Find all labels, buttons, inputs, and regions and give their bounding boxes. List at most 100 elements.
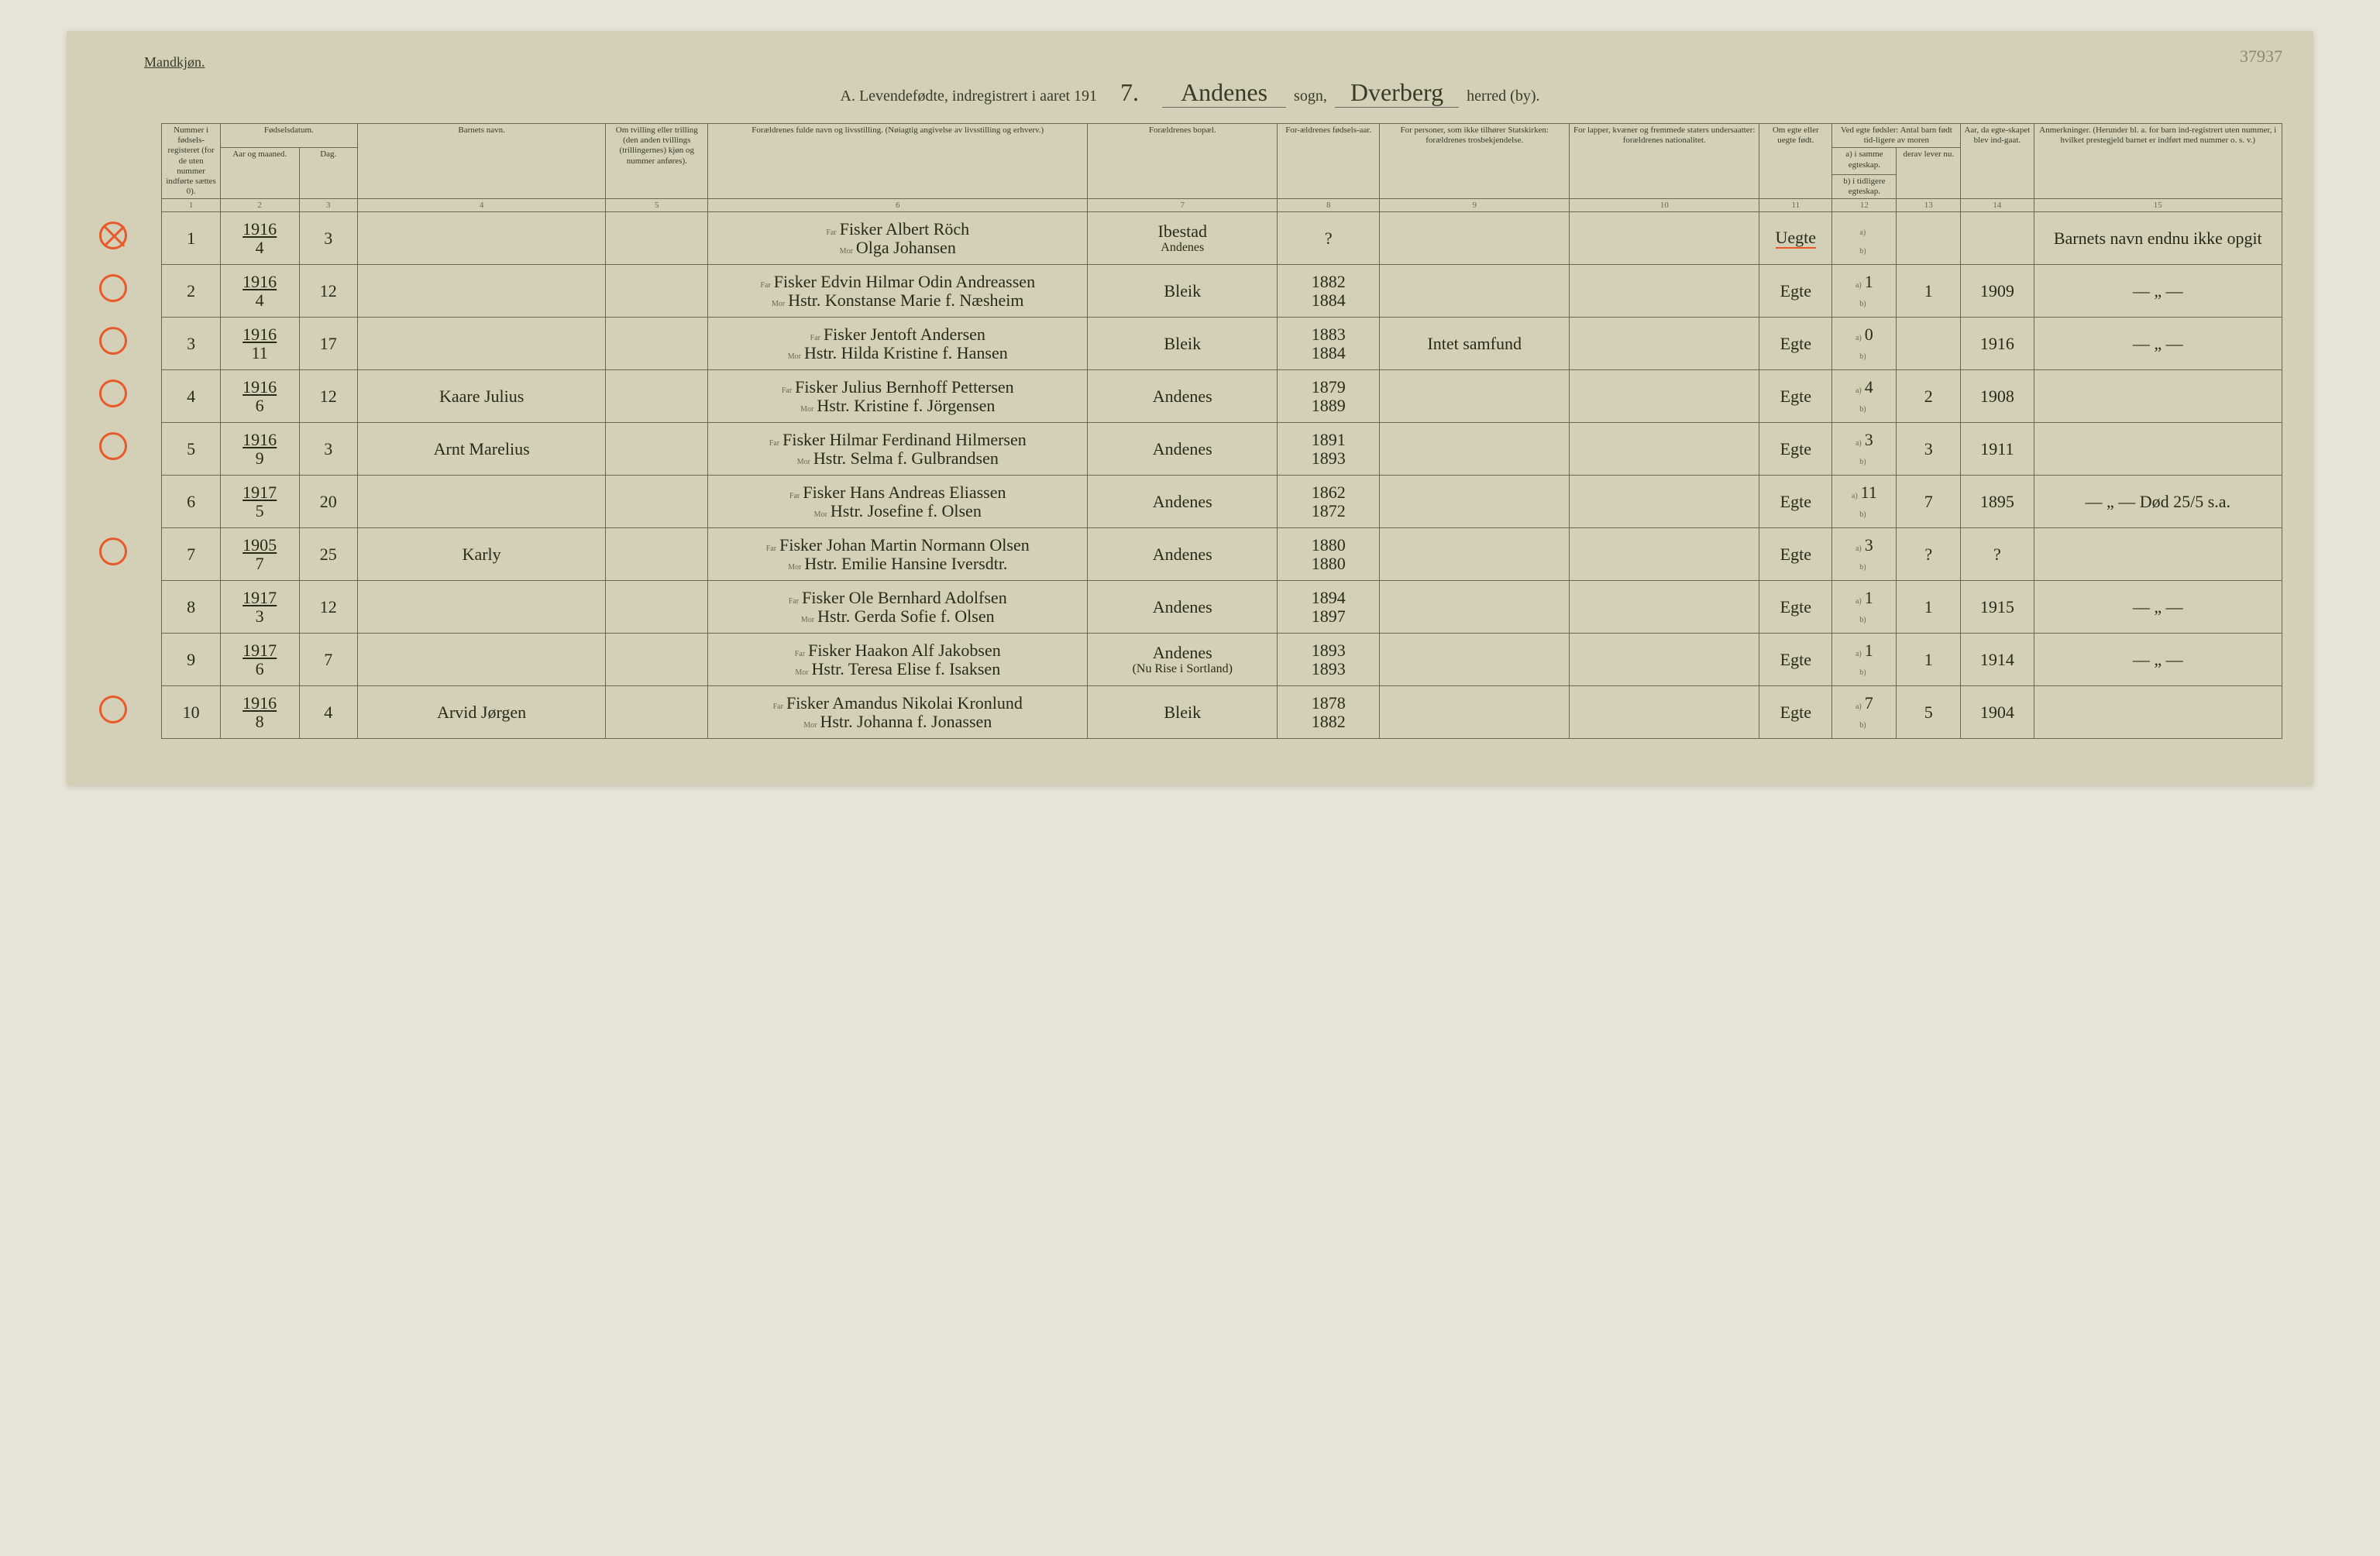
birth-year-month: 19164 <box>220 212 299 265</box>
religion <box>1380 370 1570 423</box>
colnum: 8 <box>1278 199 1380 212</box>
parents-names: FarFisker Johan Martin Normann OlsenMorH… <box>708 528 1088 581</box>
row-marker-cell <box>98 370 162 423</box>
prev-children-same: a)11b) <box>1832 476 1897 528</box>
twin-info <box>606 581 708 634</box>
marriage-year: 1915 <box>1961 581 2034 634</box>
sogn-word: sogn, <box>1294 88 1327 105</box>
parents-names: FarFisker Julius Bernhoff PettersenMorHs… <box>708 370 1088 423</box>
nationality <box>1570 686 1759 739</box>
register-table: Nummer i fødsels-registeret (for de uten… <box>98 123 2282 739</box>
prev-children-same: a)b) <box>1832 212 1897 265</box>
child-name <box>357 212 605 265</box>
child-name: Karly <box>357 528 605 581</box>
entry-number: 8 <box>162 581 220 634</box>
child-name <box>357 318 605 370</box>
colnum: 4 <box>357 199 605 212</box>
living-now: ? <box>1897 528 1961 581</box>
row-marker-cell <box>98 423 162 476</box>
child-name: Arnt Marelius <box>357 423 605 476</box>
remarks: Barnets navn endnu ikke opgit <box>2034 212 2282 265</box>
parents-birth-years: 18831884 <box>1278 318 1380 370</box>
marriage-year: ? <box>1961 528 2034 581</box>
religion <box>1380 634 1570 686</box>
birth-year-month: 191611 <box>220 318 299 370</box>
colnum: 1 <box>162 199 220 212</box>
living-now: 1 <box>1897 581 1961 634</box>
twin-info <box>606 528 708 581</box>
table-row: 9191767FarFisker Haakon Alf JakobsenMorH… <box>98 634 2282 686</box>
crossed-circle-icon <box>99 222 127 249</box>
religion <box>1380 686 1570 739</box>
religion <box>1380 476 1570 528</box>
child-name: Arvid Jørgen <box>357 686 605 739</box>
birth-year-month: 19168 <box>220 686 299 739</box>
entry-number: 2 <box>162 265 220 318</box>
parents-birth-years: 18781882 <box>1278 686 1380 739</box>
open-circle-icon <box>99 380 127 407</box>
prev-children-same: a)4b) <box>1832 370 1897 423</box>
prev-children-same: a)3b) <box>1832 528 1897 581</box>
colnum: 2 <box>220 199 299 212</box>
row-marker-cell <box>98 476 162 528</box>
remarks: — „ — <box>2034 265 2282 318</box>
entry-number: 7 <box>162 528 220 581</box>
prev-children-same: a)3b) <box>1832 423 1897 476</box>
birth-year-month: 19057 <box>220 528 299 581</box>
birth-year-month: 19164 <box>220 265 299 318</box>
col-4-header: Barnets navn. <box>357 124 605 199</box>
row-marker-cell <box>98 212 162 265</box>
col-1-header: Nummer i fødsels-registeret (for de uten… <box>162 124 220 199</box>
birth-year-month: 19169 <box>220 423 299 476</box>
birth-year-month: 19166 <box>220 370 299 423</box>
col-14-header: Aar, da egte-skapet blev ind-gaat. <box>1961 124 2034 199</box>
marriage-year: 1904 <box>1961 686 2034 739</box>
parents-residence: Bleik <box>1088 686 1278 739</box>
remarks: — „ — Død 25/5 s.a. <box>2034 476 2282 528</box>
col-6-header: Forældrenes fulde navn og livsstilling. … <box>708 124 1088 199</box>
table-header: Nummer i fødsels-registeret (for de uten… <box>98 124 2282 212</box>
col-10-header: For lapper, kvæner og fremmede staters u… <box>1570 124 1759 199</box>
birth-day: 12 <box>299 370 357 423</box>
parents-names: FarFisker Ole Bernhard AdolfsenMorHstr. … <box>708 581 1088 634</box>
birth-year-month: 19175 <box>220 476 299 528</box>
parents-birth-years: 18821884 <box>1278 265 1380 318</box>
col-12a-header: a) i samme egteskap. <box>1832 148 1897 175</box>
row-marker-cell <box>98 318 162 370</box>
row-marker-cell <box>98 686 162 739</box>
nationality <box>1570 212 1759 265</box>
table-body: 1191643FarFisker Albert RöchMorOlga Joha… <box>98 212 2282 739</box>
parents-birth-years: 18801880 <box>1278 528 1380 581</box>
legitimacy: Egte <box>1759 370 1832 423</box>
legitimacy: Egte <box>1759 423 1832 476</box>
remarks: — „ — <box>2034 581 2282 634</box>
table-row: 5191693Arnt MareliusFarFisker Hilmar Fer… <box>98 423 2282 476</box>
table-row: 61917520FarFisker Hans Andreas EliassenM… <box>98 476 2282 528</box>
living-now <box>1897 212 1961 265</box>
prev-children-same: a)1b) <box>1832 581 1897 634</box>
remarks <box>2034 423 2282 476</box>
parents-names: FarFisker Edvin Hilmar Odin AndreassenMo… <box>708 265 1088 318</box>
birth-day: 7 <box>299 634 357 686</box>
entry-number: 10 <box>162 686 220 739</box>
table-row: 81917312FarFisker Ole Bernhard AdolfsenM… <box>98 581 2282 634</box>
parents-residence: IbestadAndenes <box>1088 212 1278 265</box>
table-row: 319161117FarFisker Jentoft AndersenMorHs… <box>98 318 2282 370</box>
marriage-year: 1916 <box>1961 318 2034 370</box>
parents-names: FarFisker Amandus Nikolai KronlundMorHst… <box>708 686 1088 739</box>
legitimacy: Egte <box>1759 265 1832 318</box>
col-2b-header: Dag. <box>299 148 357 199</box>
title-year-suffix: 7. <box>1105 78 1154 107</box>
child-name: Kaare Julius <box>357 370 605 423</box>
col-7-header: Forældrenes bopæl. <box>1088 124 1278 199</box>
nationality <box>1570 265 1759 318</box>
col-13-header: derav lever nu. <box>1897 148 1961 199</box>
parents-names: FarFisker Haakon Alf JakobsenMorHstr. Te… <box>708 634 1088 686</box>
prev-children-same: a)1b) <box>1832 265 1897 318</box>
parents-birth-years: 18941897 <box>1278 581 1380 634</box>
living-now: 7 <box>1897 476 1961 528</box>
parents-residence: Andenes <box>1088 370 1278 423</box>
gender-label: Mandkjøn. <box>144 54 2282 70</box>
birth-day: 20 <box>299 476 357 528</box>
legitimacy: Egte <box>1759 581 1832 634</box>
